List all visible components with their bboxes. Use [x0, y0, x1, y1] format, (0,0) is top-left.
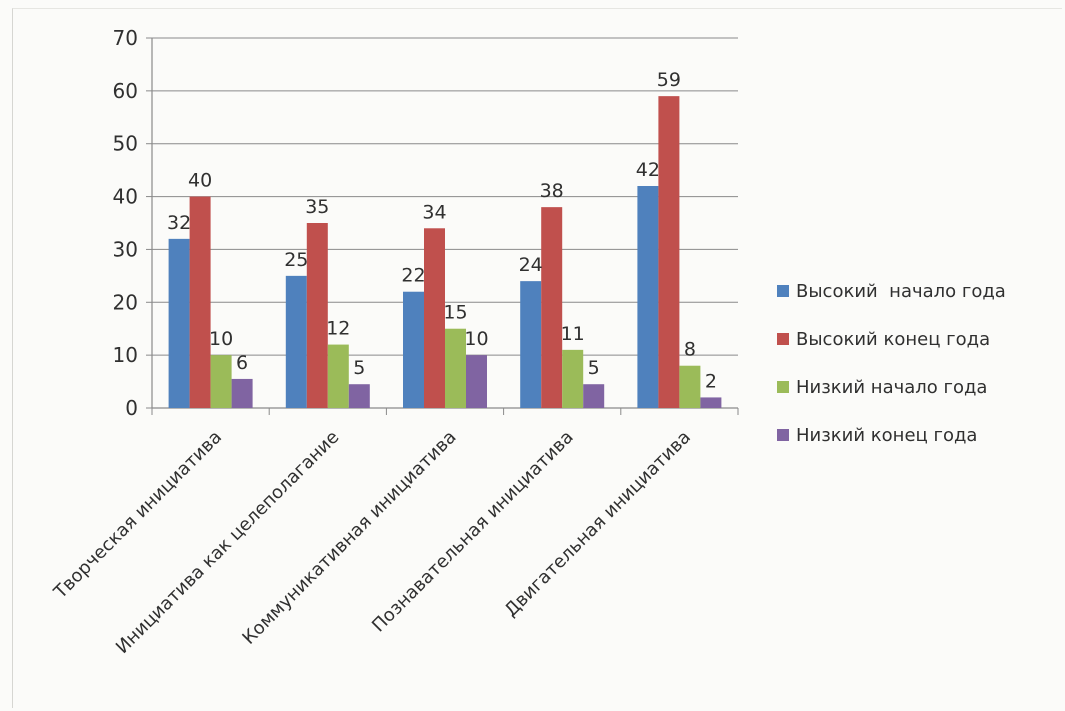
y-tick-label: 20	[113, 290, 138, 314]
bar	[168, 238, 190, 408]
legend: Высокий начало года Высокий конец года Низ…	[777, 281, 1006, 446]
y-tick-label: 10	[113, 343, 138, 367]
data-label: 8	[684, 339, 696, 361]
category-label: Познавательная инициатива	[368, 427, 578, 637]
category-label: Инициатива как целеполагание	[112, 427, 343, 658]
category-label: Двигательная инициатива	[501, 427, 695, 621]
data-label: 59	[657, 69, 681, 91]
data-label: 40	[188, 170, 212, 192]
data-label: 22	[401, 265, 425, 287]
data-label: 5	[353, 357, 365, 379]
data-label: 12	[326, 318, 350, 340]
bar	[466, 355, 487, 408]
legend-swatch	[777, 285, 789, 297]
data-label: 11	[561, 323, 585, 345]
bar	[210, 355, 232, 408]
legend-label: Низкий начало года	[796, 377, 987, 398]
bar	[637, 186, 659, 408]
bar	[541, 207, 563, 408]
legend-swatch	[777, 381, 789, 393]
bar	[583, 384, 605, 408]
y-tick-label: 70	[113, 26, 138, 50]
axes: 0 10 20 30 40 50 60 70	[113, 26, 739, 420]
y-tick-label: 30	[113, 237, 138, 261]
bar	[700, 397, 722, 408]
bar	[285, 275, 307, 408]
y-tick-label: 0	[125, 396, 138, 420]
bar	[189, 196, 211, 408]
legend-label: Высокий начало года	[796, 281, 1006, 302]
data-label: 15	[443, 302, 467, 324]
y-tick-label: 60	[113, 79, 138, 103]
data-label: 34	[422, 201, 446, 223]
data-label: 2	[705, 370, 717, 392]
chart-frame	[12, 8, 1062, 708]
data-label: 10	[209, 328, 233, 350]
bar	[658, 96, 680, 409]
bar	[348, 384, 370, 408]
bar	[445, 328, 466, 408]
bar	[306, 223, 328, 408]
bar	[327, 344, 349, 408]
legend-swatch	[777, 429, 789, 441]
legend-label: Низкий конец года	[796, 425, 977, 446]
data-label: 6	[236, 352, 248, 374]
bar	[424, 228, 445, 408]
bar	[403, 291, 424, 408]
y-tick-label: 50	[113, 132, 138, 156]
data-label: 42	[636, 159, 660, 181]
bars	[168, 96, 722, 409]
category-label: Коммуникативная инициатива	[238, 427, 460, 649]
data-label: 24	[519, 254, 543, 276]
data-label: 10	[464, 328, 488, 350]
y-tick-label: 40	[113, 185, 138, 209]
legend-swatch	[777, 333, 789, 345]
data-label: 25	[284, 249, 308, 271]
data-label: 35	[305, 196, 329, 218]
legend-label: Высокий конец года	[796, 329, 990, 350]
bar	[520, 281, 542, 408]
bar	[231, 378, 253, 408]
data-label: 38	[540, 180, 564, 202]
data-label: 5	[588, 357, 600, 379]
data-label: 32	[167, 212, 191, 234]
bar	[679, 365, 701, 408]
bar	[562, 349, 584, 408]
